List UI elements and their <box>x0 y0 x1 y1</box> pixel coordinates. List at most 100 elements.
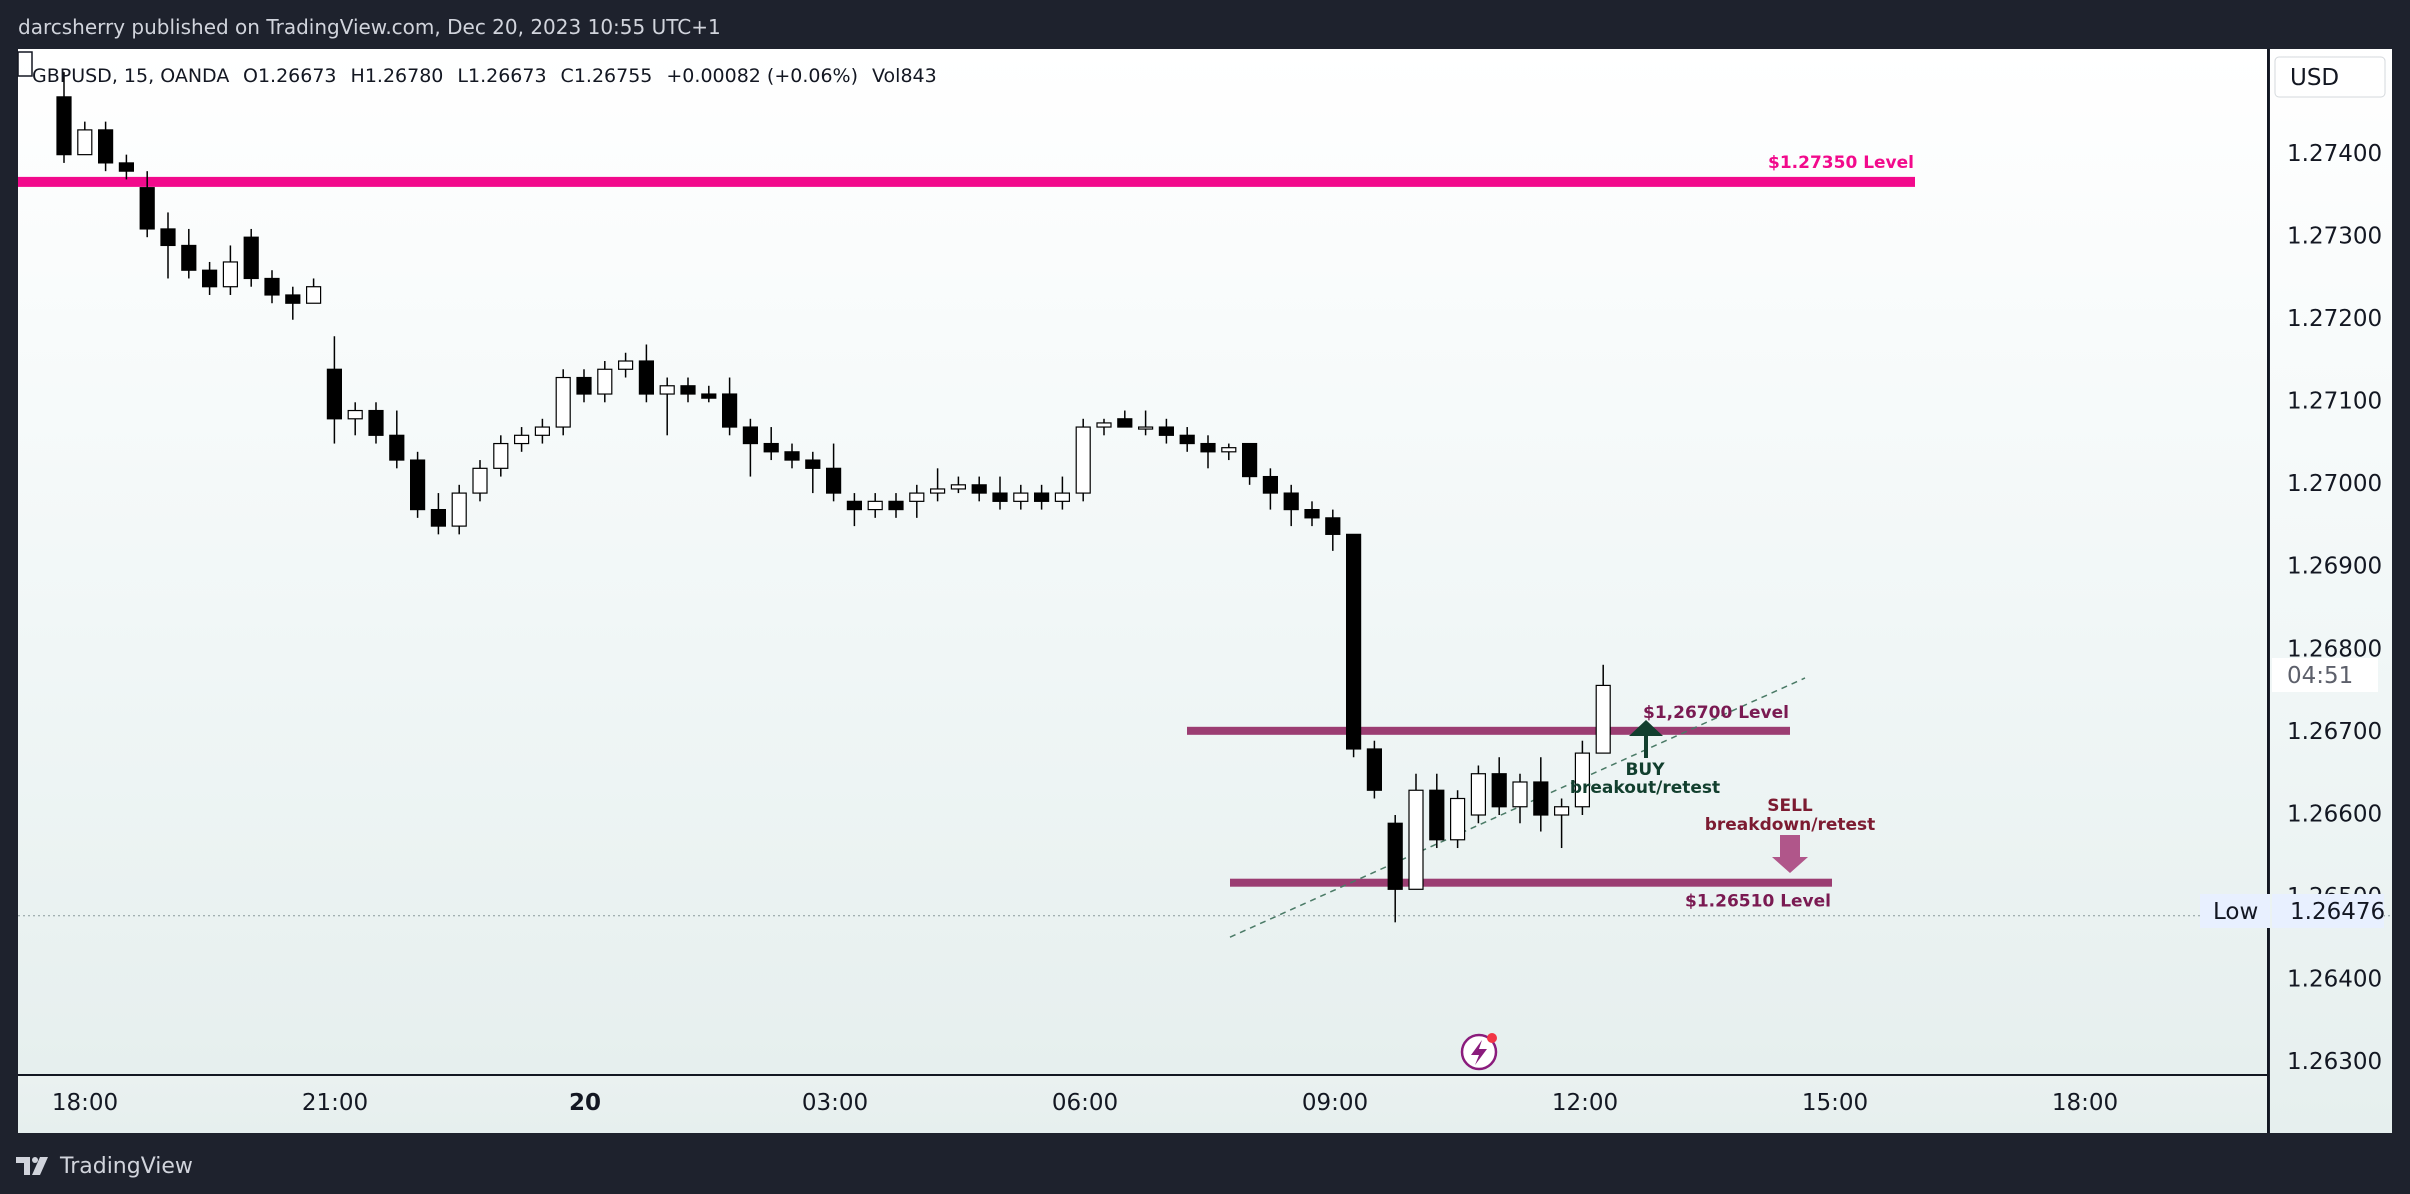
candle-body[interactable] <box>1387 822 1403 890</box>
candle-body[interactable] <box>1179 434 1195 445</box>
time-axis[interactable] <box>18 1076 2268 1133</box>
footer-brand[interactable]: TradingView <box>16 1148 193 1184</box>
candle-body[interactable] <box>1241 442 1258 478</box>
candle-body[interactable] <box>909 492 925 502</box>
price-tick: 1.26600 <box>2287 801 2382 827</box>
candle-body[interactable] <box>347 409 363 420</box>
candle-body[interactable] <box>264 277 280 296</box>
candle-body[interactable] <box>306 286 322 304</box>
candle-body[interactable] <box>701 393 717 399</box>
candle-body[interactable] <box>1595 684 1611 754</box>
candle-body[interactable] <box>513 434 530 445</box>
candle-body[interactable] <box>389 434 405 461</box>
candle-body[interactable] <box>160 228 176 247</box>
bolt-icon[interactable] <box>1460 1033 1498 1071</box>
candle-body[interactable] <box>846 500 863 511</box>
candle-body[interactable] <box>721 393 738 428</box>
candle-body[interactable] <box>680 385 696 395</box>
candle-body[interactable] <box>1449 797 1466 841</box>
candle-body[interactable] <box>77 129 93 156</box>
candle-body[interactable] <box>971 484 987 494</box>
candle-body[interactable] <box>1158 426 1175 436</box>
candle-body[interactable] <box>1574 752 1591 808</box>
candle-body[interactable] <box>1137 426 1154 430</box>
candle-body[interactable] <box>888 500 904 511</box>
candle-body[interactable] <box>1325 517 1341 535</box>
legend-interval: 15 <box>124 65 148 87</box>
candle-body[interactable] <box>451 492 467 527</box>
candle-body[interactable] <box>243 236 259 280</box>
candle-body[interactable] <box>56 96 72 156</box>
candle-body[interactable] <box>1408 789 1424 890</box>
candle-body[interactable] <box>1033 492 1050 502</box>
candle-body[interactable] <box>1304 508 1320 519</box>
candle-body[interactable] <box>784 451 800 461</box>
candle-body[interactable] <box>1054 492 1071 502</box>
candle-body[interactable] <box>97 129 114 164</box>
price-axis[interactable] <box>2270 49 2392 1133</box>
candle-body[interactable] <box>368 409 384 436</box>
candle-body[interactable] <box>1200 442 1216 453</box>
candle-body[interactable] <box>742 426 759 445</box>
candle-body[interactable] <box>1553 806 1570 816</box>
candle-body[interactable] <box>597 368 613 395</box>
candle-body[interactable] <box>430 508 446 527</box>
candle-body[interactable] <box>202 269 218 288</box>
candle-body[interactable] <box>1075 426 1091 494</box>
sell-sublabel: breakdown/retest <box>1705 815 1876 835</box>
candle-body[interactable] <box>555 376 571 428</box>
chart-pane[interactable] <box>18 49 2268 1074</box>
candle-body[interactable] <box>493 442 509 469</box>
currency-label: USD <box>2290 65 2339 91</box>
countdown-label: 04:51 <box>2287 663 2353 689</box>
candle-body[interactable] <box>1221 447 1237 453</box>
buy-arrow-icon[interactable] <box>1629 720 1663 758</box>
candle-body[interactable] <box>472 467 488 494</box>
sell-arrow-icon[interactable] <box>1772 835 1808 873</box>
upper-support-level-line[interactable] <box>1187 726 1790 735</box>
candle-body[interactable] <box>1366 748 1383 791</box>
candle-body[interactable] <box>929 488 946 494</box>
candle-body[interactable] <box>326 368 342 420</box>
candle-body[interactable] <box>1096 422 1112 428</box>
resistance-level-line[interactable] <box>18 176 1915 187</box>
candle-body[interactable] <box>950 484 967 490</box>
publish-line: darcsherry published on TradingView.com,… <box>18 15 721 39</box>
price-tick: 1.27400 <box>2287 141 2382 167</box>
candle-body[interactable] <box>867 500 883 511</box>
candle-body[interactable] <box>118 162 135 172</box>
candle-body[interactable] <box>181 244 197 271</box>
candle-body[interactable] <box>638 360 655 395</box>
price-tick-labels: 1.27400 1.27300 1.27200 1.27100 1.27000 1.269… <box>2287 141 2382 1075</box>
candle-body[interactable] <box>825 467 842 494</box>
candle-body[interactable] <box>805 459 821 469</box>
candle-body[interactable] <box>139 187 155 230</box>
lower-support-level-label: $1.26510 Level <box>1685 892 1831 912</box>
candle-body[interactable] <box>763 442 779 453</box>
candle-body[interactable] <box>1533 781 1549 816</box>
candle-body[interactable] <box>1429 789 1445 841</box>
legend-collapse-icon[interactable] <box>17 51 33 77</box>
candle-body[interactable] <box>576 376 592 395</box>
low-tag-label: Low <box>2213 899 2258 925</box>
candle-body[interactable] <box>1013 492 1029 502</box>
candle-body[interactable] <box>222 261 238 288</box>
candle-body[interactable] <box>1512 781 1528 808</box>
candle-body[interactable] <box>992 492 1008 502</box>
candle-body[interactable] <box>659 385 675 395</box>
candle-body[interactable] <box>1117 418 1133 428</box>
candle-body[interactable] <box>410 459 426 511</box>
candle-body[interactable] <box>1262 475 1279 494</box>
lower-support-level-line[interactable] <box>1230 878 1832 887</box>
time-tick: 09:00 <box>1302 1090 1368 1116</box>
candle-body[interactable] <box>1491 773 1507 808</box>
currency-button[interactable] <box>2274 56 2386 98</box>
candle-body[interactable] <box>1345 533 1362 750</box>
time-tick: 20 <box>569 1090 601 1116</box>
candle-body[interactable] <box>1470 773 1487 816</box>
candle-body[interactable] <box>285 294 301 304</box>
candle-body[interactable] <box>617 360 634 370</box>
candle-body[interactable] <box>1283 492 1299 511</box>
candle-body[interactable] <box>534 426 551 436</box>
